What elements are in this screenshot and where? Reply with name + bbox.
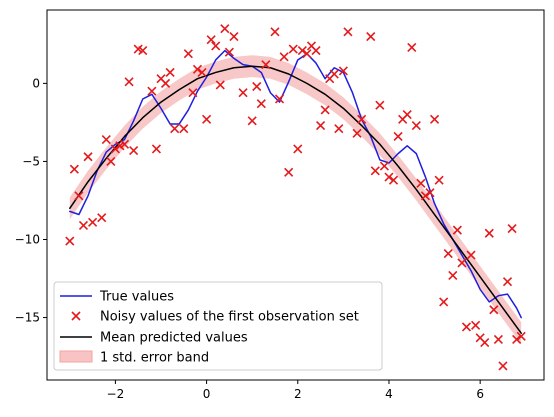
y-tick-label: −15 [15,311,40,325]
x-tick-label: 4 [385,387,393,401]
scatter-point [294,145,302,153]
scatter-point [380,162,388,170]
scatter-point [344,28,352,36]
scatter-point [98,214,106,222]
scatter-point [408,43,416,51]
y-tick-label: −10 [15,232,40,246]
scatter-point [221,25,229,33]
scatter-point [184,50,192,58]
scatter-point [449,271,457,279]
scatter-point [84,153,92,161]
scatter-point [298,47,306,55]
scatter-point [253,82,261,90]
scatter-point [330,70,338,78]
scatter-point [89,218,97,226]
scatter-point [508,225,516,233]
scatter-point [472,321,480,329]
scatter-point [130,147,138,155]
scatter-point [371,167,379,175]
scatter-point [453,226,461,234]
scatter-point [431,115,439,123]
scatter-point [212,42,220,50]
scatter-point [248,117,256,125]
legend-label-mean-predicted: Mean predicted values [100,331,248,346]
scatter-point [289,45,297,53]
y-tick-label: 0 [32,76,40,90]
legend-label-error-band: 1 std. error band [100,351,209,366]
scatter-point [125,78,133,86]
scatter-point [321,106,329,114]
x-axis-ticks: −2 0 2 4 6 [107,380,484,401]
x-tick-label: 0 [203,387,211,401]
scatter-point [462,323,470,331]
scatter-point [312,47,320,55]
scatter-point [444,250,452,258]
scatter-point [180,125,188,133]
scatter-point [390,176,398,184]
x-tick-label: 2 [294,387,302,401]
scatter-point [285,168,293,176]
scatter-point [403,111,411,119]
scatter-point [504,278,512,286]
scatter-point [376,101,384,109]
scatter-point [280,53,288,61]
scatter-point [499,362,507,370]
true-values-line [70,51,521,318]
scatter-point [481,339,489,347]
x-tick-label: −2 [107,387,125,401]
scatter-point [412,122,420,130]
x-tick-label: 6 [476,387,484,401]
scatter-point [303,50,311,58]
scatter-point [385,173,393,181]
legend-label-noisy-values: Noisy values of the first observation se… [100,310,359,325]
y-axis-ticks: 0 −5 −10 −15 [15,76,47,324]
scatter-point [79,221,87,229]
scatter-point [494,335,502,343]
scatter-point [70,165,78,173]
scatter-point [257,100,265,108]
scatter-point [66,237,74,245]
scatter-point [203,115,211,123]
scatter-point [102,136,110,144]
scatter-point [166,68,174,76]
legend: True values Noisy values of the first ob… [54,282,382,370]
scatter-point [207,36,215,44]
scatter-point [171,125,179,133]
y-tick-label: −5 [22,154,40,168]
legend-label-true-values: True values [99,290,174,305]
scatter-point [367,33,375,41]
scatter-point [440,298,448,306]
scatter-point [271,28,279,36]
scatter-point [394,132,402,140]
scatter-point [317,122,325,130]
scatter-point [152,145,160,153]
scatter-point [162,79,170,87]
scatter-point [435,176,443,184]
legend-error-band-patch [60,351,92,362]
scatter-point [239,89,247,97]
scatter-point [335,125,343,133]
scatter-point [230,33,238,41]
scatter-point [485,229,493,237]
